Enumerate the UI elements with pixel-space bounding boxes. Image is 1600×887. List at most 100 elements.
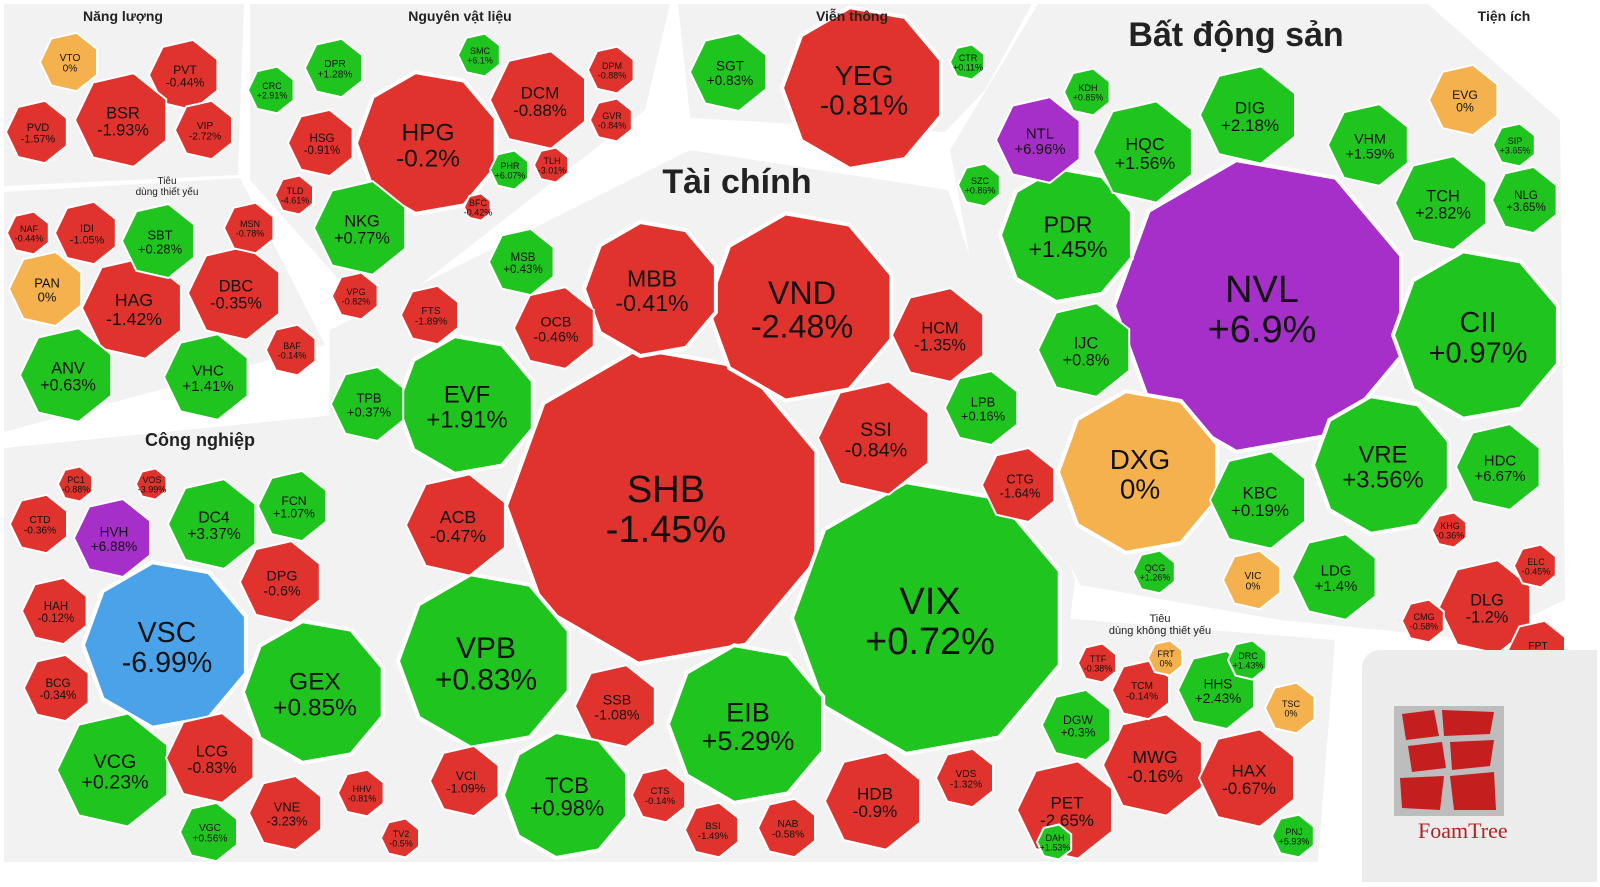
stock-cell-msn[interactable] bbox=[222, 201, 275, 255]
stock-cell-lpb[interactable] bbox=[943, 369, 1019, 447]
stock-cell-yeg[interactable] bbox=[779, 5, 944, 171]
stock-cell-vne[interactable] bbox=[247, 774, 323, 852]
stock-cell-ttf[interactable] bbox=[1076, 642, 1117, 684]
stock-cell-vhc[interactable] bbox=[162, 333, 249, 421]
stock-cell-ctd[interactable] bbox=[8, 493, 68, 555]
stock-cell-fts[interactable] bbox=[399, 284, 459, 346]
stock-cell-cts[interactable] bbox=[630, 766, 687, 824]
stock-cell-lcg[interactable] bbox=[164, 712, 255, 804]
stock-cell-cmg[interactable] bbox=[1400, 598, 1445, 644]
stock-cell-crc[interactable] bbox=[246, 65, 295, 115]
stock-cell-szc[interactable] bbox=[956, 162, 1001, 208]
stock-cell-hdb[interactable] bbox=[823, 751, 921, 851]
stock-cell-gex[interactable] bbox=[240, 619, 385, 765]
stock-cell-vpg[interactable] bbox=[330, 271, 379, 321]
stock-cell-ssi[interactable] bbox=[816, 380, 930, 496]
stock-cell-msb[interactable] bbox=[487, 227, 555, 297]
stock-cell-vix[interactable] bbox=[789, 480, 1062, 756]
stock-cell-smc[interactable] bbox=[456, 32, 501, 78]
stock-cell-sip[interactable] bbox=[1491, 122, 1536, 168]
stock-cell-tlh[interactable] bbox=[532, 146, 570, 184]
stock-cell-dah[interactable] bbox=[1035, 823, 1073, 861]
stock-cell-hag[interactable] bbox=[80, 256, 182, 360]
stock-cell-evg[interactable] bbox=[1427, 63, 1499, 137]
stock-cell-ctg[interactable] bbox=[980, 446, 1056, 524]
stock-cell-bfc[interactable] bbox=[462, 192, 492, 222]
stock-cell-bsi[interactable] bbox=[683, 801, 740, 859]
stock-cell-ntl[interactable] bbox=[994, 96, 1081, 184]
stock-cell-qcg[interactable] bbox=[1131, 549, 1176, 595]
stock-cell-vpb[interactable] bbox=[395, 572, 571, 750]
stock-cell-vos[interactable] bbox=[134, 467, 168, 501]
stock-cell-evf[interactable] bbox=[394, 334, 535, 476]
stock-cell-kbc[interactable] bbox=[1208, 450, 1306, 550]
stock-cell-ctr[interactable] bbox=[948, 43, 986, 81]
stock-cell-vhm[interactable] bbox=[1326, 103, 1409, 187]
stock-cell-fcn[interactable] bbox=[256, 469, 328, 543]
stock-cell-hhv[interactable] bbox=[336, 768, 385, 818]
stock-cell-vsc[interactable] bbox=[80, 560, 248, 730]
stock-cell-tld[interactable] bbox=[273, 174, 314, 216]
stock-cell-dpm[interactable] bbox=[586, 45, 635, 95]
stock-cell-nkg[interactable] bbox=[312, 180, 407, 276]
stock-cell-hsg[interactable] bbox=[286, 108, 354, 178]
stock-cell-dc4[interactable] bbox=[166, 478, 257, 570]
stock-cell-phr[interactable] bbox=[488, 149, 529, 191]
stock-cell-dpr[interactable] bbox=[303, 37, 363, 99]
stock-cell-vto[interactable] bbox=[38, 31, 98, 93]
stock-cell-ocb[interactable] bbox=[512, 286, 595, 370]
stock-cell-frt[interactable] bbox=[1146, 639, 1184, 677]
stock-cell-idi[interactable] bbox=[53, 200, 117, 266]
stock-cell-vcg[interactable] bbox=[55, 712, 169, 828]
stock-cell-kdh[interactable] bbox=[1062, 67, 1111, 117]
stock-cell-dig[interactable] bbox=[1198, 65, 1296, 165]
stock-cell-pan[interactable] bbox=[7, 250, 83, 328]
stock-cell-hpg[interactable] bbox=[353, 70, 498, 216]
stock-cell-tpb[interactable] bbox=[329, 365, 405, 443]
stock-cell-vip[interactable] bbox=[173, 99, 233, 161]
stock-cell-ijc[interactable] bbox=[1036, 302, 1131, 398]
stock-cell-bcg[interactable] bbox=[22, 653, 90, 723]
stock-cell-sbt[interactable] bbox=[120, 202, 196, 280]
stock-cell-pvd[interactable] bbox=[4, 99, 68, 165]
stock-cell-tv2[interactable] bbox=[379, 817, 420, 859]
stock-cell-vgc[interactable] bbox=[178, 801, 238, 863]
stock-cell-pc1[interactable] bbox=[56, 465, 94, 503]
stock-cell-hqc[interactable] bbox=[1091, 100, 1193, 204]
stock-cell-hcm[interactable] bbox=[890, 287, 985, 383]
stock-cell-hax[interactable] bbox=[1197, 728, 1295, 828]
stock-cell-eib[interactable] bbox=[665, 643, 826, 805]
stock-cell-dbc[interactable] bbox=[186, 245, 281, 341]
stock-cell-acb[interactable] bbox=[404, 473, 506, 577]
stock-cell-anv[interactable] bbox=[18, 327, 113, 423]
stock-cell-mwg[interactable] bbox=[1101, 713, 1203, 817]
stock-cell-gvr[interactable] bbox=[588, 97, 633, 143]
stock-cell-hvh[interactable] bbox=[72, 497, 151, 579]
stock-cell-ssb[interactable] bbox=[573, 664, 656, 748]
stock-cell-nlg[interactable] bbox=[1490, 165, 1558, 235]
stock-cell-dgw[interactable] bbox=[1040, 688, 1112, 762]
stock-cell-ldg[interactable] bbox=[1290, 533, 1377, 621]
stock-cell-khg[interactable] bbox=[1430, 511, 1468, 549]
stock-cell-nab[interactable] bbox=[756, 797, 816, 859]
stock-cell-dpg[interactable] bbox=[238, 540, 321, 624]
stock-cell-shb[interactable] bbox=[503, 346, 819, 666]
stock-cell-elc[interactable] bbox=[1512, 543, 1557, 589]
stock-cell-vci[interactable] bbox=[428, 744, 500, 818]
stock-cell-drc[interactable] bbox=[1226, 639, 1267, 681]
stock-cell-hah[interactable] bbox=[20, 576, 88, 646]
stock-cell-vds[interactable] bbox=[934, 747, 994, 809]
stock-cell-tsc[interactable] bbox=[1263, 681, 1316, 735]
stock-cell-baf[interactable] bbox=[264, 323, 317, 377]
stock-cell-tcb[interactable] bbox=[500, 729, 630, 861]
stock-cell-hdc[interactable] bbox=[1454, 423, 1541, 511]
stock-cell-vre[interactable] bbox=[1310, 394, 1451, 536]
stock-cell-vic[interactable] bbox=[1221, 549, 1281, 611]
stock-cell-mbb[interactable] bbox=[581, 219, 718, 359]
stock-cell-dxg[interactable] bbox=[1055, 389, 1220, 555]
stock-cell-pnj[interactable] bbox=[1270, 813, 1315, 859]
stock-cell-cii[interactable] bbox=[1390, 249, 1560, 421]
stock-cell-tch[interactable] bbox=[1393, 155, 1488, 251]
stock-cell-bsr[interactable] bbox=[73, 72, 168, 168]
stock-cell-vnd[interactable] bbox=[704, 211, 894, 403]
